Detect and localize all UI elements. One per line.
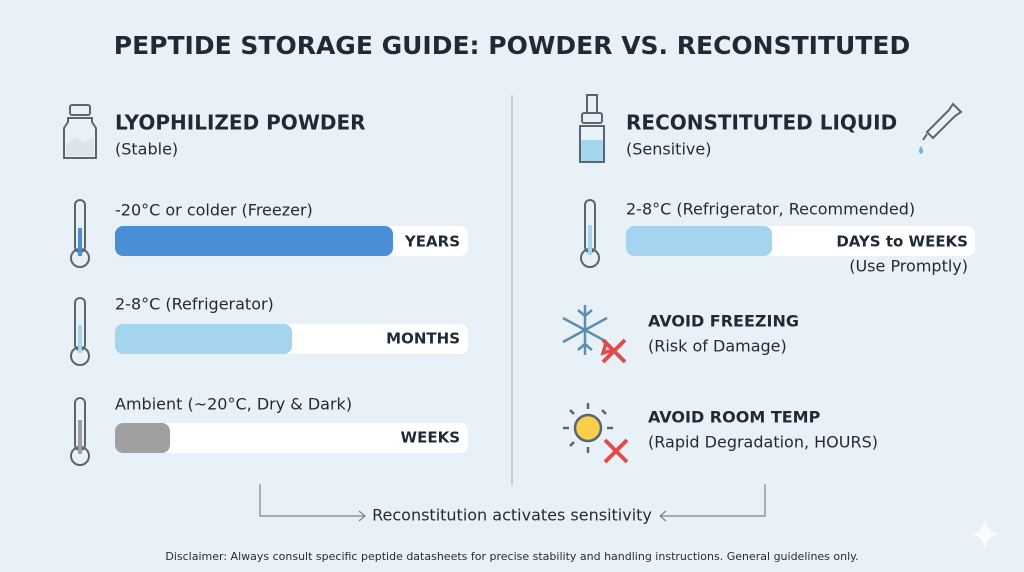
storage-duration: DAYS to WEEKS xyxy=(836,233,968,251)
row-label: 2-8°C (Refrigerator) xyxy=(115,295,274,314)
powder-vial-icon xyxy=(63,104,97,159)
right-subheading: (Sensitive) xyxy=(626,140,711,159)
x-icon xyxy=(603,438,629,464)
bar-fill xyxy=(626,226,772,256)
row-duration: YEARS xyxy=(404,233,460,251)
flow-arrow xyxy=(659,484,766,522)
thermometer-icon xyxy=(70,397,90,466)
storage-label: 2-8°C (Refrigerator, Recommended) xyxy=(626,200,915,219)
storage-note: (Use Promptly) xyxy=(849,257,968,276)
thermometer-icon xyxy=(70,199,90,268)
bar-fill xyxy=(115,423,170,453)
bar-fill xyxy=(115,226,393,256)
bar-fill xyxy=(115,324,292,354)
right-heading: RECONSTITUTED LIQUID xyxy=(626,111,897,135)
title: PEPTIDE STORAGE GUIDE: POWDER VS. RECONS… xyxy=(114,31,910,60)
warning-note: (Rapid Degradation, HOURS) xyxy=(648,433,878,452)
x-icon xyxy=(601,338,627,364)
warning-note: (Risk of Damage) xyxy=(648,337,787,356)
bar-track xyxy=(115,423,468,453)
row-duration: MONTHS xyxy=(386,330,460,348)
left-subheading: (Stable) xyxy=(115,140,178,159)
dropper-icon xyxy=(919,102,963,154)
row-duration: WEEKS xyxy=(401,429,460,447)
flow-text: Reconstitution activates sensitivity xyxy=(372,506,652,525)
row-label: Ambient (~20°C, Dry & Dark) xyxy=(115,395,352,414)
liquid-vial-icon xyxy=(579,94,605,163)
disclaimer: Disclaimer: Always consult specific pept… xyxy=(165,550,858,563)
sun-icon xyxy=(563,403,613,453)
snowflake-icon xyxy=(562,305,614,356)
left-heading: LYOPHILIZED POWDER xyxy=(115,111,366,135)
warning-title: AVOID FREEZING xyxy=(648,312,799,331)
flow-arrow xyxy=(259,484,366,522)
warning-title: AVOID ROOM TEMP xyxy=(648,408,821,427)
thermometer-icon xyxy=(70,297,90,366)
sparkle-icon xyxy=(971,520,999,548)
row-label: -20°C or colder (Freezer) xyxy=(115,201,313,220)
thermometer-icon xyxy=(580,199,600,268)
